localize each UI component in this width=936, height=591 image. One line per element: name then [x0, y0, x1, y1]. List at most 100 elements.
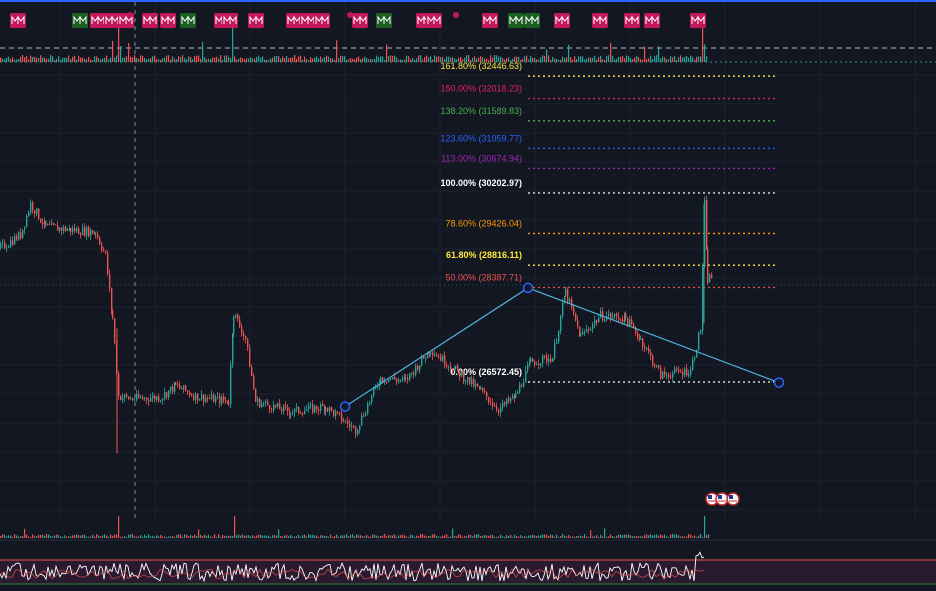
volume-bar — [262, 535, 264, 538]
candle-body — [227, 400, 229, 404]
volume-bar — [230, 535, 232, 538]
trendline-anchor — [339, 401, 351, 412]
candle-body — [432, 352, 434, 356]
candle-body — [12, 240, 14, 245]
candle-body — [622, 319, 624, 322]
candle-body — [112, 310, 114, 319]
candle-body — [154, 395, 156, 400]
top-volume-bar — [354, 59, 356, 62]
candle-body — [279, 403, 281, 410]
top-volume-bar — [36, 57, 38, 62]
candle-body — [502, 402, 504, 408]
fib-level-label: 100.00% (30202.97) — [440, 178, 522, 188]
top-volume-bar — [280, 58, 282, 62]
volume-bar — [344, 535, 346, 538]
volume-bar — [60, 536, 62, 538]
candle-body — [320, 404, 322, 411]
top-volume-bar — [620, 56, 622, 62]
top-volume-bar — [442, 57, 444, 62]
volume-bar — [500, 534, 502, 538]
volume-bar — [360, 535, 362, 538]
candle-body — [404, 377, 406, 379]
candle-body — [575, 312, 577, 321]
top-volume-bar — [504, 59, 506, 62]
top-volume-bar — [586, 58, 588, 62]
volume-bar — [290, 535, 292, 538]
candle-body — [604, 320, 606, 322]
candle-body — [247, 339, 249, 348]
volume-bar — [482, 535, 484, 538]
candle-body — [580, 333, 582, 337]
volume-bar — [418, 536, 420, 538]
top-volume-bar — [10, 58, 12, 62]
top-volume-bar — [300, 55, 302, 62]
candle-body — [215, 397, 217, 402]
volume-bar — [56, 534, 58, 538]
top-volume-bar — [370, 58, 372, 62]
top-volume-bar — [544, 55, 546, 62]
volume-bar — [372, 534, 374, 538]
top-volume-bar — [464, 57, 466, 62]
candle-body — [144, 397, 146, 399]
volume-bar — [0, 536, 2, 538]
top-volume-bar — [168, 55, 170, 62]
candle-body — [230, 364, 232, 405]
candle-body — [573, 307, 575, 313]
volume-bar — [704, 516, 706, 538]
candle-body — [306, 409, 308, 411]
volume-bar — [492, 534, 494, 538]
volume-bar — [576, 536, 578, 538]
volume-bar — [164, 536, 166, 538]
volume-bar — [226, 535, 228, 538]
candle-body — [172, 386, 174, 392]
fib-level-label: 78.60% (29426.04) — [445, 218, 522, 228]
volume-bar — [402, 534, 404, 538]
candle-body — [534, 361, 536, 365]
candle-body — [508, 398, 510, 402]
candle-body — [515, 393, 517, 398]
candle-body — [164, 392, 166, 399]
top-volume-bar — [568, 44, 570, 62]
volume-bar — [692, 536, 694, 538]
candle-body — [203, 394, 205, 402]
candle-body — [183, 385, 185, 390]
event-marker-glyph — [593, 15, 607, 24]
candle-body — [55, 224, 57, 226]
top-volume-bar — [664, 57, 666, 62]
volume-bar — [438, 536, 440, 538]
volume-bar — [4, 534, 6, 538]
volume-bar — [90, 536, 92, 538]
candle-body — [409, 373, 411, 380]
candle-body — [396, 379, 398, 382]
volume-bar — [98, 535, 100, 538]
top-volume-bar — [20, 56, 22, 62]
volume-bar — [582, 536, 584, 538]
top-volume-bar — [264, 59, 266, 62]
volume-bar — [350, 534, 352, 538]
volume-bar — [594, 536, 596, 538]
fib-level-label: 123.60% (31059.77) — [440, 133, 522, 143]
candle-body — [207, 397, 209, 399]
volume-bar — [26, 534, 28, 538]
event-dot — [127, 12, 133, 18]
candle-body — [624, 313, 626, 322]
candle-body — [640, 338, 642, 340]
volume-bar — [144, 534, 146, 538]
volume-bar — [682, 536, 684, 538]
top-volume-bar — [512, 58, 514, 62]
candle-body — [625, 313, 627, 318]
volume-bar — [690, 534, 692, 538]
candle-body — [532, 358, 534, 362]
top-volume-bar — [188, 56, 190, 62]
candle-body — [590, 329, 592, 331]
candle-body — [686, 368, 688, 376]
candle-body — [674, 368, 676, 374]
volume-bar — [246, 535, 248, 538]
volume-bar — [484, 534, 486, 538]
candle-body — [560, 315, 562, 331]
candle-body — [598, 317, 600, 323]
top-volume-bar — [172, 56, 174, 62]
volume-bar — [680, 536, 682, 538]
top-volume-bar — [8, 56, 10, 62]
